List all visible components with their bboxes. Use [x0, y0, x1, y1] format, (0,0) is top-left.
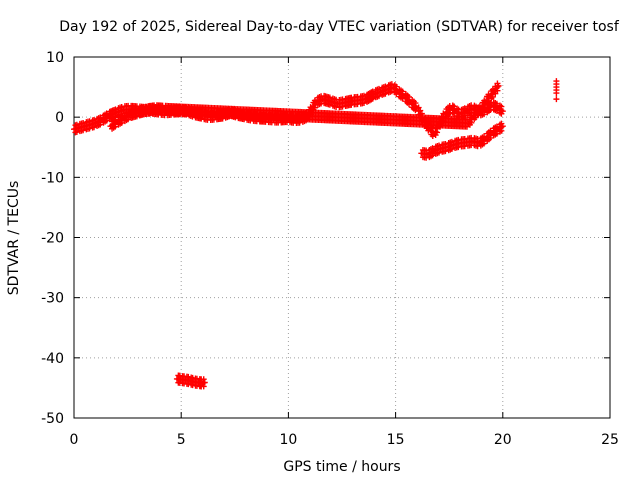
data-point-main-band [493, 100, 500, 107]
data-point-lower-branch [493, 130, 500, 137]
data-point-main-band [86, 125, 93, 132]
data-point-main-band [326, 101, 333, 108]
data-point-main-band [499, 108, 506, 115]
data-point-upper-branch [489, 93, 496, 100]
data-point-main-band [73, 129, 80, 136]
y-tick-label: -30 [41, 291, 64, 307]
data-point-main-band [388, 88, 395, 95]
data-point-main-band [326, 94, 333, 101]
data-point-main-band [415, 104, 422, 111]
data-point-lower-branch [436, 142, 443, 149]
data-point-main-band [393, 83, 400, 90]
data-point-main-band [360, 92, 367, 99]
data-point-upper-branch [112, 123, 119, 130]
data-point-upper-branch [472, 114, 479, 121]
data-markers [71, 78, 560, 390]
data-point-main-band [399, 88, 406, 95]
data-point-main-band [382, 83, 389, 90]
data-point-main-band [97, 121, 104, 128]
data-point-upper-branch [492, 90, 499, 97]
data-point-main-band [91, 124, 98, 131]
data-point-lower-branch [448, 138, 455, 145]
data-point-upper-branch [133, 113, 140, 120]
data-point-lower-branch [436, 149, 443, 156]
x-tick-label: 15 [387, 432, 405, 448]
data-point-lower-branch [429, 152, 436, 159]
data-point-upper-branch [495, 82, 502, 89]
y-axis-label: SDTVAR / TECUs [6, 181, 22, 296]
data-point-main-band [80, 127, 87, 134]
data-point-lower-branch [442, 140, 449, 147]
x-tick-label: 20 [494, 432, 512, 448]
data-point-main-band [481, 111, 488, 118]
data-point-lower-branch [448, 146, 455, 153]
data-point-main-band [375, 93, 382, 100]
data-point-upper-branch [485, 98, 492, 105]
x-tick-label: 0 [70, 432, 79, 448]
data-point-lower-branch [499, 123, 506, 130]
y-tick-label: -20 [41, 231, 64, 247]
data-point-main-band [412, 100, 419, 107]
data-point-main-band [382, 90, 389, 97]
data-point-main-band [369, 95, 376, 102]
data-point-main-band [418, 110, 425, 117]
data-point-main-band [112, 106, 119, 113]
data-point-main-band [434, 129, 441, 136]
data-point-main-band [80, 120, 87, 127]
x-axis-label: GPS time / hours [283, 459, 400, 475]
data-point-main-band [360, 100, 367, 107]
data-point-upper-branch [125, 116, 132, 123]
data-point-upper-branch [481, 104, 488, 111]
x-axis-ticks: 0 5 10 15 20 25 [70, 57, 619, 448]
data-point-main-band [417, 107, 424, 114]
data-point-lower-branch [498, 127, 505, 134]
data-point-low-segment [201, 379, 208, 386]
data-point-lower-branch [481, 140, 488, 147]
data-point-upper-branch [476, 110, 483, 117]
x-tick-label: 25 [601, 432, 619, 448]
chart-title: Day 192 of 2025, Sidereal Day-to-day VTE… [59, 19, 620, 35]
data-point-outlier-cluster [553, 96, 560, 103]
data-point-low-segment [200, 376, 207, 383]
data-point-main-band [375, 85, 382, 92]
data-point-upper-branch [133, 106, 140, 113]
y-axis-ticks: 10 0 -10 -20 -30 -40 -50 [41, 50, 610, 427]
x-tick-label: 5 [177, 432, 186, 448]
data-point-main-band [118, 103, 125, 110]
data-point-upper-branch [468, 119, 475, 126]
y-tick-label: -10 [41, 170, 64, 186]
data-point-main-band [91, 116, 98, 123]
x-tick-label: 10 [279, 432, 297, 448]
data-point-lower-branch [442, 148, 449, 155]
y-tick-label: -50 [41, 411, 64, 427]
y-tick-label: 0 [55, 110, 64, 126]
data-point-outlier-cluster [553, 90, 560, 97]
data-point-upper-branch [118, 119, 125, 126]
data-point-main-band [388, 81, 395, 88]
data-point-main-band [73, 121, 80, 128]
y-tick-label: 10 [46, 50, 64, 66]
data-point-main-band [103, 117, 110, 124]
y-tick-label: -40 [41, 351, 64, 367]
data-point-lower-branch [487, 134, 494, 141]
data-point-main-band [86, 118, 93, 125]
data-point-upper-branch [494, 87, 501, 94]
data-point-main-band [406, 94, 412, 101]
data-point-low-segment [200, 383, 207, 390]
data-point-main-band [498, 103, 505, 110]
